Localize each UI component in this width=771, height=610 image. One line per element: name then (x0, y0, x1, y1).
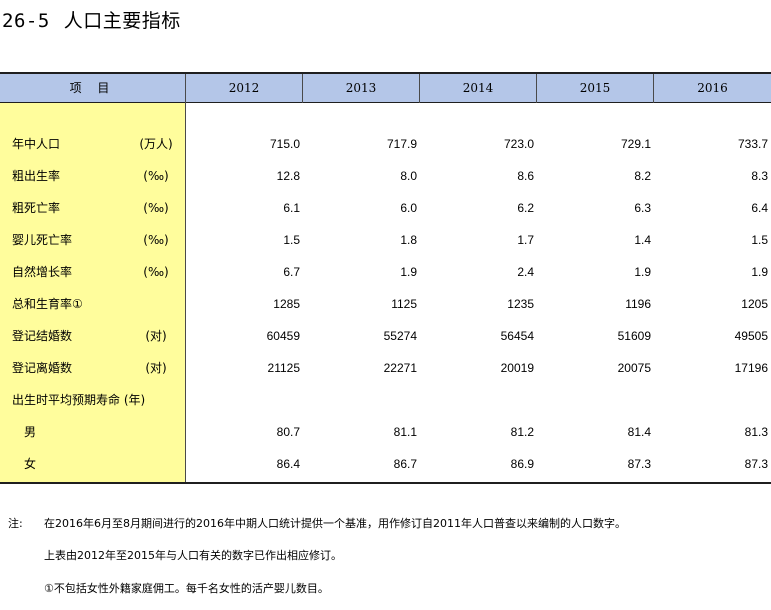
row-value-2012: 1285 (273, 297, 300, 311)
row-value-2014: 1.7 (517, 233, 534, 247)
row-value-2016: 8.3 (751, 169, 768, 183)
row-label: 婴儿死亡率 (12, 233, 73, 247)
header-year-2014: 2014 (420, 74, 537, 103)
row-unit: (对) (145, 361, 167, 375)
table-title: 人口主要指标 (63, 10, 181, 32)
page-title: 26-5 人口主要指标 (2, 6, 181, 33)
row-value-2016: 733.7 (737, 137, 768, 151)
row-value-2012: 60459 (266, 329, 300, 343)
row-value-2016: 87.3 (744, 457, 768, 471)
row-unit: (‰) (143, 233, 169, 247)
table-row: 出生时平均预期寿命 (年) (0, 384, 771, 416)
row-value-2013: 1.8 (400, 233, 417, 247)
row-value-2013: 1.9 (400, 265, 417, 279)
table-row: 总和生育率① 1285 1125 1235 1196 1205 (0, 288, 771, 320)
row-value-2016: 49505 (734, 329, 768, 343)
table-row: 婴儿死亡率 (‰) 1.5 1.8 1.7 1.4 1.5 (0, 224, 771, 256)
table-row: 女 86.4 86.7 86.9 87.3 87.3 (0, 448, 771, 480)
row-value-2013: 6.0 (400, 201, 417, 215)
row-value-2015: 81.4 (627, 425, 651, 439)
header-year-2012: 2012 (186, 74, 303, 103)
table-row: 粗死亡率 (‰) 6.1 6.0 6.2 6.3 6.4 (0, 192, 771, 224)
row-value-2014: 6.2 (517, 201, 534, 215)
table-header: 项 目 2012 2013 2014 2015 2016 (0, 72, 771, 103)
row-value-2015: 6.3 (634, 201, 651, 215)
row-value-2015: 1.4 (634, 233, 651, 247)
row-value-2013: 86.7 (393, 457, 417, 471)
row-unit: (对) (145, 329, 167, 343)
row-value-2014: 56454 (500, 329, 534, 343)
row-value-2014: 86.9 (510, 457, 534, 471)
row-value-2013: 55274 (383, 329, 417, 343)
row-label: 自然增长率 (12, 265, 73, 279)
row-value-2014: 1235 (507, 297, 534, 311)
row-value-2012: 1.5 (283, 233, 300, 247)
table-row: 登记离婚数 (对) 21125 22271 20019 20075 17196 (0, 352, 771, 384)
row-value-2015: 87.3 (627, 457, 651, 471)
row-value-2012: 80.7 (276, 425, 300, 439)
row-value-2015: 51609 (617, 329, 651, 343)
row-value-2013: 22271 (383, 361, 417, 375)
row-value-2015: 729.1 (620, 137, 651, 151)
table-row: 登记结婚数 (对) 60459 55274 56454 51609 49505 (0, 320, 771, 352)
row-value-2012: 715.0 (269, 137, 300, 151)
row-value-2016: 17196 (734, 361, 768, 375)
table-row: 男 80.7 81.1 81.2 81.4 81.3 (0, 416, 771, 448)
row-label: 年中人口 (12, 137, 61, 151)
header-year-2015: 2015 (537, 74, 654, 103)
row-label: 登记离婚数 (12, 361, 73, 375)
table-row: 年中人口 (万人) 715.0 717.9 723.0 729.1 733.7 (0, 128, 771, 160)
row-value-2015: 8.2 (634, 169, 651, 183)
row-value-2014: 8.6 (517, 169, 534, 183)
row-value-2013: 81.1 (393, 425, 417, 439)
row-value-2012: 21125 (267, 361, 300, 375)
row-value-2016: 6.4 (751, 201, 768, 215)
row-value-2016: 1.9 (751, 265, 768, 279)
table-number: 26-5 (2, 10, 50, 32)
row-label: 出生时平均预期寿命 (年) (12, 393, 146, 407)
note-line-3: ①不包括女性外籍家庭佣工。每千名女性的活产婴儿数目。 (44, 582, 329, 595)
row-label: 女 (24, 457, 37, 471)
row-value-2012: 6.7 (283, 265, 300, 279)
header-year-2016: 2016 (697, 81, 728, 95)
row-label: 粗出生率 (12, 169, 61, 183)
row-unit: (‰) (143, 265, 169, 279)
row-value-2014: 723.0 (503, 137, 534, 151)
table-row: 自然增长率 (‰) 6.7 1.9 2.4 1.9 1.9 (0, 256, 771, 288)
row-value-2012: 86.4 (276, 457, 300, 471)
row-value-2012: 6.1 (283, 201, 300, 215)
row-value-2014: 20019 (500, 361, 534, 375)
note-line-1: 在2016年6月至8月期间进行的2016年中期人口统计提供一个基准，用作修订自2… (44, 517, 626, 530)
row-value-2012: 12.8 (276, 169, 300, 183)
row-value-2013: 1125 (391, 297, 417, 311)
row-unit: (万人) (139, 137, 173, 151)
header-year-2013: 2013 (303, 74, 420, 103)
row-label: 总和生育率① (12, 297, 83, 311)
header-item: 项 目 (0, 74, 186, 103)
row-value-2016: 1205 (741, 297, 768, 311)
row-value-2015: 1.9 (634, 265, 651, 279)
table-row: 粗出生率 (‰) 12.8 8.0 8.6 8.2 8.3 (0, 160, 771, 192)
row-label: 男 (24, 425, 37, 439)
notes-prefix: 注: (8, 517, 23, 530)
row-value-2015: 20075 (617, 361, 651, 375)
row-unit: (‰) (143, 169, 169, 183)
row-label: 登记结婚数 (12, 329, 73, 343)
table-bottom-rule (0, 482, 771, 484)
row-value-2015: 1196 (625, 297, 651, 311)
row-unit: (‰) (143, 201, 169, 215)
row-label: 粗死亡率 (12, 201, 61, 215)
row-value-2014: 2.4 (517, 265, 534, 279)
row-value-2013: 717.9 (386, 137, 417, 151)
row-value-2013: 8.0 (400, 169, 417, 183)
note-line-2: 上表由2012年至2015年与人口有关的数字已作出相应修订。 (44, 549, 342, 562)
label-column-background (0, 103, 186, 482)
row-value-2014: 81.2 (510, 425, 534, 439)
row-value-2016: 81.3 (744, 425, 768, 439)
row-value-2016: 1.5 (751, 233, 768, 247)
